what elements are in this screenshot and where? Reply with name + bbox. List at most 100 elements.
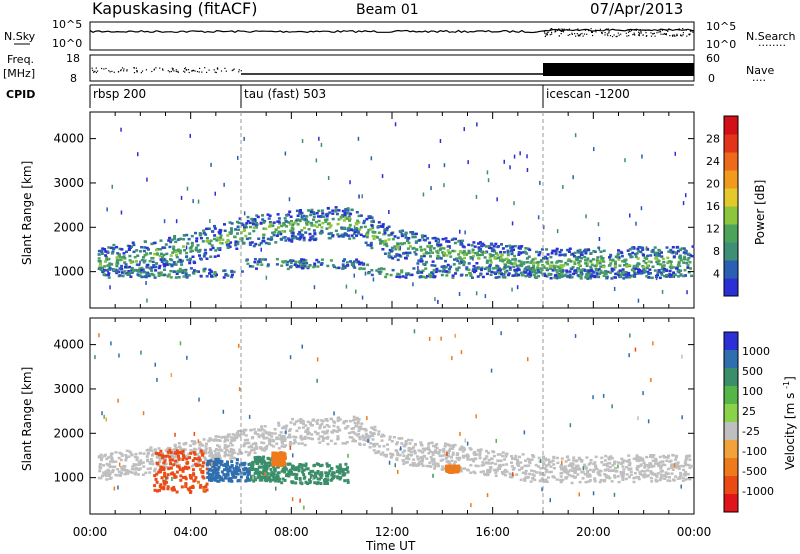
velocity-cell	[189, 490, 193, 494]
power-cell	[655, 276, 658, 281]
power-cell	[682, 261, 686, 264]
power-cell	[349, 228, 353, 232]
velocity-cell	[106, 471, 109, 474]
power-cell	[112, 268, 116, 272]
freq-point	[206, 71, 208, 73]
power-cell	[172, 270, 176, 274]
power-cell	[506, 258, 510, 262]
velocity-cell	[452, 445, 455, 448]
power-cell	[174, 240, 178, 244]
power-cell	[415, 248, 419, 251]
power-cell	[637, 245, 641, 249]
velocity-cell	[220, 449, 224, 452]
power-cell	[427, 244, 431, 247]
power-cell	[669, 251, 673, 254]
power-cell	[432, 268, 436, 272]
velocity-cell	[367, 436, 371, 439]
power-colorbar-swatch	[724, 170, 738, 189]
power-cell	[576, 258, 579, 262]
power-cell	[689, 267, 692, 270]
power-cell	[564, 261, 568, 265]
velocity-cell	[481, 470, 485, 473]
power-cell	[131, 260, 135, 263]
power-cell	[205, 257, 209, 260]
power-cell	[566, 274, 570, 278]
velocity-cell	[149, 467, 152, 470]
velocity-cell	[355, 416, 359, 420]
power-cell	[589, 277, 593, 280]
power-cell	[313, 224, 317, 227]
velocity-cell	[271, 463, 275, 467]
velocity-cell	[235, 466, 239, 470]
power-cell	[613, 286, 616, 291]
velocity-cell	[573, 471, 577, 474]
power-cell	[522, 262, 526, 266]
velocity-cell	[267, 464, 270, 468]
velocity-cell	[588, 468, 592, 472]
power-cell	[614, 262, 617, 266]
freq-point	[213, 69, 215, 71]
velocity-cell	[210, 455, 214, 459]
power-cell	[267, 217, 271, 220]
velocity-cell	[260, 441, 264, 444]
power-cell	[145, 246, 149, 250]
power-cell	[410, 273, 414, 277]
velocity-cell	[280, 445, 284, 448]
power-cell	[131, 241, 135, 244]
power-cell	[157, 266, 161, 270]
velocity-cell	[357, 432, 361, 436]
velocity-cell	[610, 457, 614, 460]
power-cell	[598, 237, 601, 241]
nsearch-point	[581, 32, 583, 35]
power-cell	[377, 270, 381, 274]
velocity-cell	[489, 462, 492, 465]
velocity-cell	[161, 452, 165, 455]
power-cell	[542, 257, 546, 260]
velocity-cell	[153, 484, 157, 488]
velocity-cell	[447, 444, 451, 447]
velocity-cell	[356, 420, 360, 424]
velocity-cell	[129, 452, 133, 455]
freq-point	[192, 70, 194, 72]
velocity-cell	[420, 444, 424, 447]
power-cell	[422, 238, 426, 242]
velocity-cell	[617, 480, 621, 484]
velocity-cell	[235, 431, 239, 435]
velocity-cell	[454, 460, 457, 463]
velocity-cell	[201, 444, 205, 447]
velocity-cell	[432, 457, 436, 461]
velocity-cell	[334, 429, 338, 433]
velocity-cell	[188, 473, 192, 477]
velocity-cell	[636, 465, 640, 468]
power-cell	[174, 276, 178, 279]
power-cell	[517, 246, 521, 250]
velocity-cell	[373, 428, 377, 432]
velocity-cell	[134, 471, 138, 474]
velocity-cell	[519, 478, 523, 482]
power-cell	[191, 255, 195, 258]
velocity-cell	[461, 454, 465, 458]
velocity-cell	[308, 478, 311, 482]
power-cell	[203, 267, 207, 271]
velocity-cell	[315, 420, 319, 423]
power-cell	[517, 259, 521, 263]
velocity-cell	[466, 455, 470, 458]
power-cell	[495, 264, 499, 268]
velocity-cell	[275, 477, 279, 481]
power-cell	[401, 275, 405, 278]
velocity-cell	[223, 451, 227, 454]
nsearch-point	[549, 34, 551, 36]
velocity-cell	[450, 456, 453, 459]
velocity-cell	[494, 471, 498, 474]
power-cell	[319, 215, 323, 219]
freq-point	[191, 70, 193, 72]
power-cell	[624, 258, 628, 261]
velocity-cell	[218, 475, 222, 478]
freq-left-tick-bottom: 8	[70, 72, 77, 85]
power-cell	[593, 274, 596, 278]
power-cell	[418, 238, 422, 242]
velocity-cell	[108, 465, 112, 469]
power-cell	[387, 225, 391, 228]
nsearch-point	[591, 31, 593, 33]
velocity-cell	[268, 479, 272, 483]
